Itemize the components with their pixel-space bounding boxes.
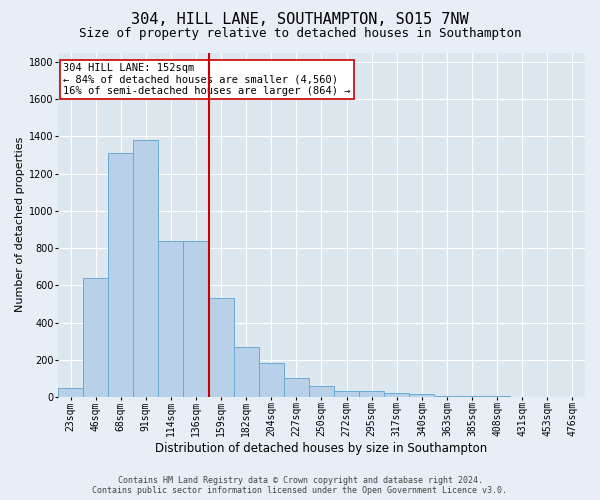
Text: Size of property relative to detached houses in Southampton: Size of property relative to detached ho… [79,28,521,40]
Bar [58,388,83,397]
Text: 304 HILL LANE: 152sqm
← 84% of detached houses are smaller (4,560)
16% of semi-d: 304 HILL LANE: 152sqm ← 84% of detached … [63,63,351,96]
Bar [158,240,184,397]
Bar [359,392,384,397]
Bar [384,394,409,397]
Y-axis label: Number of detached properties: Number of detached properties [15,137,25,312]
Bar [209,298,233,397]
Text: Contains HM Land Registry data © Crown copyright and database right 2024.
Contai: Contains HM Land Registry data © Crown c… [92,476,508,495]
Bar [309,386,334,397]
Bar [184,240,209,397]
Bar [133,140,158,397]
Bar [460,396,485,397]
Bar [485,396,510,397]
Bar [259,362,284,397]
Bar [409,394,434,397]
Bar [83,278,108,397]
Text: 304, HILL LANE, SOUTHAMPTON, SO15 7NW: 304, HILL LANE, SOUTHAMPTON, SO15 7NW [131,12,469,28]
X-axis label: Distribution of detached houses by size in Southampton: Distribution of detached houses by size … [155,442,488,455]
Bar [284,378,309,397]
Bar [434,396,460,397]
Bar [108,153,133,397]
Bar [334,392,359,397]
Bar [233,346,259,397]
